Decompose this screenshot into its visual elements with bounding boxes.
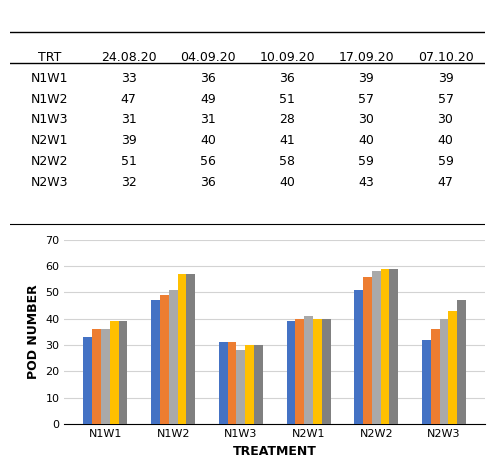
- Bar: [381, 269, 390, 424]
- Bar: [354, 290, 363, 424]
- Bar: [287, 321, 296, 424]
- Bar: [169, 290, 178, 424]
- Bar: [313, 319, 322, 424]
- Bar: [363, 277, 372, 424]
- Bar: [187, 274, 195, 424]
- X-axis label: TREATMENT: TREATMENT: [233, 444, 317, 457]
- Bar: [246, 345, 254, 424]
- Bar: [457, 300, 466, 424]
- Bar: [219, 343, 228, 424]
- Bar: [304, 316, 313, 424]
- Bar: [92, 329, 101, 424]
- Bar: [390, 269, 398, 424]
- Bar: [322, 319, 331, 424]
- Bar: [372, 272, 381, 424]
- Bar: [110, 321, 119, 424]
- Bar: [101, 329, 110, 424]
- Bar: [237, 350, 246, 424]
- Bar: [84, 337, 92, 424]
- Bar: [119, 321, 128, 424]
- Bar: [151, 300, 160, 424]
- Bar: [296, 319, 304, 424]
- Y-axis label: POD NUMBER: POD NUMBER: [27, 284, 40, 379]
- Bar: [254, 345, 263, 424]
- Bar: [422, 340, 431, 424]
- Bar: [160, 295, 169, 424]
- Bar: [440, 319, 448, 424]
- Bar: [431, 329, 440, 424]
- Bar: [228, 343, 237, 424]
- Bar: [448, 311, 457, 424]
- Bar: [178, 274, 187, 424]
